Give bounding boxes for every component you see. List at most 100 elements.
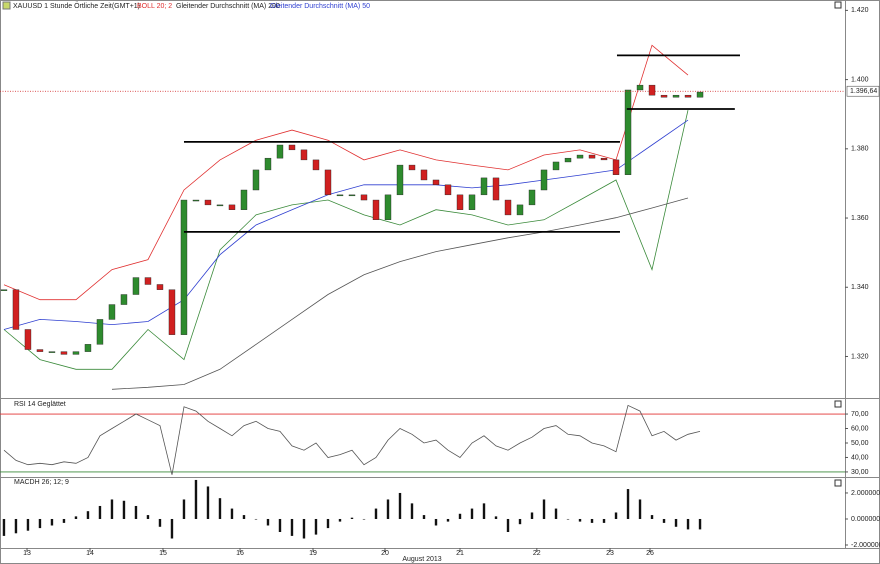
candle [420, 169, 428, 181]
macd-bar [662, 518, 666, 523]
candle [252, 169, 260, 191]
y-tick-label: 1.400 [851, 76, 869, 83]
macd-bar [230, 508, 234, 519]
macd-bar [614, 512, 618, 519]
y-tick-label: 40,00 [851, 454, 869, 461]
candle [636, 84, 644, 91]
candle [348, 194, 356, 197]
macd-bar [398, 492, 402, 519]
macd-bar [470, 508, 474, 519]
macd-bar [686, 518, 690, 530]
macd-bar [578, 518, 582, 522]
macd-bar [146, 515, 150, 519]
moving-average [111, 197, 689, 390]
candle [168, 289, 176, 335]
macd-bar [674, 518, 678, 527]
candle [552, 161, 560, 171]
macd-bar [626, 489, 630, 519]
macd-bar [314, 518, 318, 535]
y-tick-label: 1.420 [851, 7, 869, 14]
candle [216, 204, 224, 207]
macd-bar [218, 498, 222, 519]
candle [408, 164, 416, 171]
candle [480, 177, 488, 196]
candle [264, 157, 272, 171]
legend-entry[interactable]: Gleitender Durchschnitt (MA) 50 [270, 3, 370, 10]
candle [684, 94, 692, 98]
macd-bar [86, 511, 90, 519]
macd-bar [458, 513, 462, 519]
panel-title[interactable]: RSI 14 Geglättet [14, 401, 66, 408]
x-tick-label: 15 [159, 550, 167, 557]
y-tick-label: 30,00 [851, 469, 869, 476]
candle [360, 194, 368, 201]
macd-bar [182, 499, 186, 519]
candle [516, 204, 524, 216]
macd-bar [650, 515, 654, 519]
y-tick-label: 70,00 [851, 411, 869, 418]
macd-bar [494, 516, 498, 519]
symbol-icon[interactable] [2, 1, 11, 10]
candle [120, 294, 128, 305]
macd-bar [374, 508, 378, 519]
candle [228, 204, 236, 210]
bollinger-upper [3, 44, 689, 301]
macd-bar [14, 518, 18, 534]
y-tick-label: 1.320 [851, 353, 869, 360]
macd-bar [506, 518, 510, 532]
candle [156, 284, 164, 290]
macd-bar [158, 518, 162, 527]
candle [612, 159, 620, 175]
candle [468, 194, 476, 210]
macd-bar [602, 518, 606, 523]
maximize-button[interactable] [834, 1, 842, 9]
legend-entry[interactable]: Gleitender Durchschnitt (MA) 200 [176, 3, 280, 10]
x-tick-label: 14 [86, 550, 94, 557]
candle [528, 189, 536, 206]
candle [384, 194, 392, 220]
candle [336, 194, 344, 197]
macd-bar [590, 518, 594, 523]
candle [312, 159, 320, 171]
macd-bar [434, 518, 438, 526]
candle [564, 157, 572, 163]
macd-bar [50, 518, 54, 526]
macd-bar [278, 518, 282, 532]
candle [12, 289, 20, 330]
macd-bar [530, 512, 534, 519]
candle [504, 199, 512, 216]
candle [60, 351, 68, 355]
candle [456, 194, 464, 210]
macd-bar [518, 518, 522, 525]
candle [288, 144, 296, 151]
macd-bar [482, 503, 486, 519]
y-tick-label: 2.000000 [851, 490, 880, 497]
macd-bar [2, 518, 6, 536]
last-price-label: 1.396,64 [850, 88, 877, 95]
macd-bar [638, 499, 642, 519]
candle [48, 351, 56, 353]
candle [0, 289, 8, 291]
macd-bar [350, 517, 354, 519]
macd-bar [362, 518, 366, 520]
candle [432, 179, 440, 186]
maximize-button[interactable] [834, 479, 842, 487]
legend-entry[interactable]: BOLL 20; 2 [137, 3, 172, 10]
maximize-button[interactable] [834, 400, 842, 408]
x-tick-label: 13 [23, 550, 31, 557]
panel-title[interactable]: MACDH 26; 12; 9 [14, 479, 69, 486]
candle [696, 91, 704, 98]
x-tick-label: 16 [236, 550, 244, 557]
candle [144, 277, 152, 285]
macd-bar [290, 518, 294, 536]
chart-title[interactable]: XAUUSD 1 Stunde Örtliche Zeit(GMT+1) [13, 2, 140, 10]
macd-bar [446, 518, 450, 522]
macd-bar [206, 486, 210, 519]
candle [192, 199, 200, 202]
candle [24, 329, 32, 350]
x-tick-label: 19 [309, 550, 317, 557]
x-tick-label: 23 [606, 550, 614, 557]
candle [324, 169, 332, 196]
x-tick-label: 22 [533, 550, 541, 557]
